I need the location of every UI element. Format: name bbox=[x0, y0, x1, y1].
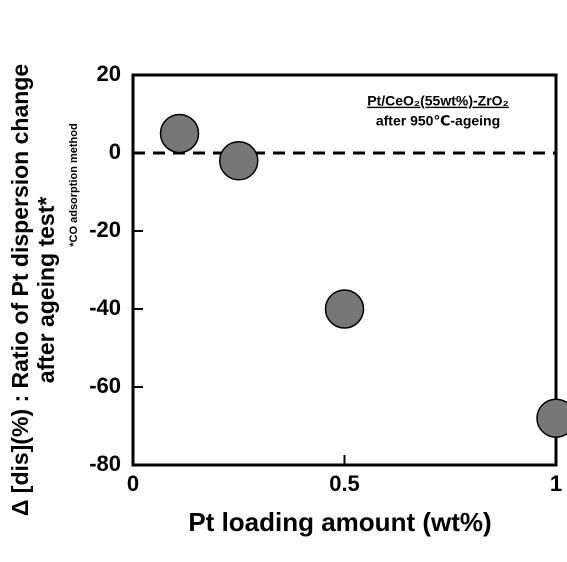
y-tick-label: -20 bbox=[89, 217, 121, 242]
x-tick-label: 0.5 bbox=[329, 471, 360, 496]
x-tick-label: 1 bbox=[550, 471, 562, 496]
point bbox=[536, 398, 567, 438]
annotation: Pt/CeO₂(55wt%)-ZrO₂ bbox=[367, 93, 509, 109]
y-tick-label: -80 bbox=[89, 451, 121, 476]
y-tick-label: 20 bbox=[97, 61, 121, 86]
note: *CO adsorption method bbox=[68, 123, 80, 246]
point bbox=[219, 141, 259, 181]
y-axis-label: after ageing test* bbox=[33, 197, 59, 384]
y-axis-label: Δ [dis](%) : Ratio of Pt dispersion chan… bbox=[7, 64, 33, 516]
y-tick-label: -60 bbox=[89, 373, 121, 398]
point bbox=[159, 113, 200, 154]
point bbox=[324, 289, 365, 329]
x-tick-label: 0 bbox=[127, 471, 139, 496]
annotation: after 950℃-ageing bbox=[376, 113, 500, 129]
y-tick-label: -40 bbox=[89, 295, 121, 320]
y-tick-label: 0 bbox=[109, 139, 121, 164]
x-axis-label: Pt loading amount (wt%) bbox=[188, 507, 491, 537]
